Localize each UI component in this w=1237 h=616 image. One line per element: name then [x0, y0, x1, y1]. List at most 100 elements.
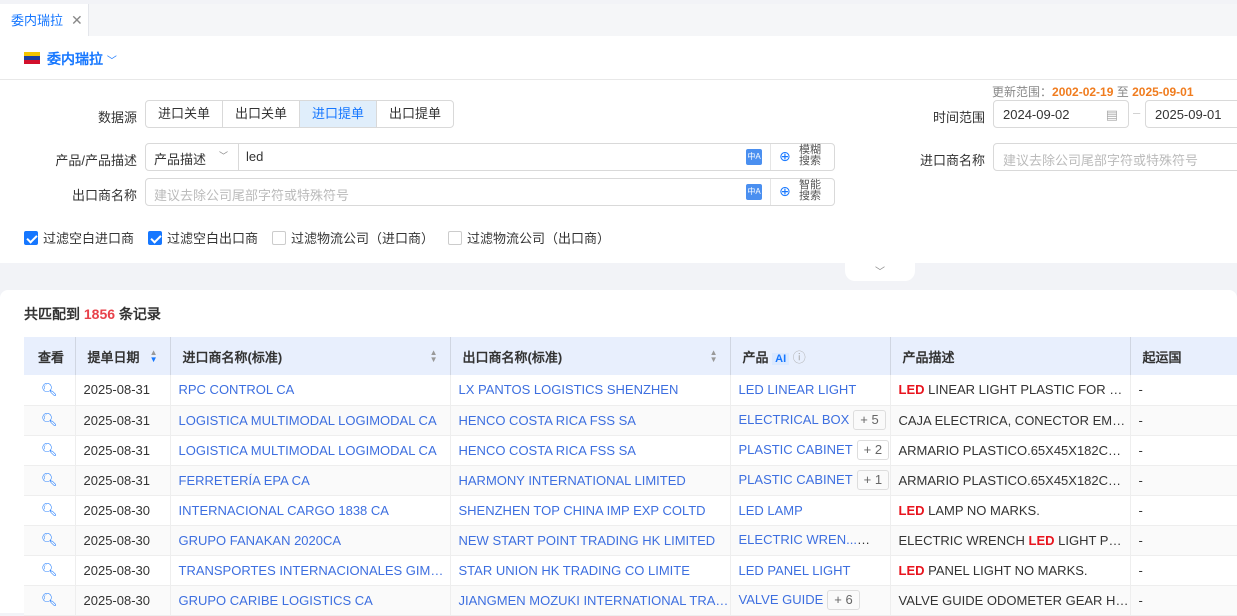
filter-checkbox[interactable]: 过滤空白进口商: [24, 228, 134, 247]
product-input[interactable]: led: [246, 149, 264, 164]
table-row: 🔍︎ 2025-08-30 GRUPO CARIBE LOGISTICS CA …: [24, 585, 1237, 616]
country-selector[interactable]: 委内瑞拉 ﹀: [47, 49, 117, 69]
product-description: LED PANEL LIGHT NO MARKS.: [890, 555, 1131, 586]
product-cell: LED LINEAR LIGHT: [730, 375, 891, 406]
exporter-link[interactable]: SHENZHEN TOP CHINA IMP EXP COLTD: [450, 495, 731, 526]
filter-checkbox[interactable]: 过滤空白出口商: [148, 228, 258, 247]
ai-badge: AI: [772, 352, 790, 365]
column-header[interactable]: 出口商名称(标准) ▲ ▼: [450, 337, 731, 375]
datasource-option[interactable]: 出口提单: [389, 106, 442, 121]
bill-date: 2025-08-30: [75, 555, 171, 586]
origin-country: -: [1130, 525, 1237, 556]
product-link[interactable]: VALVE GUIDE: [738, 592, 824, 607]
product-cell: LED LAMP: [730, 495, 891, 526]
calendar-icon: ▤: [1105, 107, 1118, 122]
product-link[interactable]: PLASTIC CABINET: [738, 472, 853, 487]
date-from-input[interactable]: 2024-09-02 ▤: [993, 100, 1129, 128]
product-cell: VALVE GUIDE + 6: [730, 585, 891, 616]
importer-link[interactable]: RPC CONTROL CA: [170, 375, 451, 406]
product-link[interactable]: LED PANEL LIGHT: [738, 562, 851, 578]
product-cell: PLASTIC CABINET + 2: [730, 435, 891, 466]
view-icon[interactable]: 🔍︎: [24, 525, 76, 556]
update-range: 更新范围：2002-02-19 至 2025-09-01: [992, 85, 1194, 99]
datasource-label: 数据源: [97, 110, 137, 125]
exporter-input[interactable]: 建议去除公司尾部字符或特殊符号: [154, 188, 350, 203]
importer-input[interactable]: 建议去除公司尾部字符或特殊符号: [993, 143, 1237, 171]
importer-link[interactable]: LOGISTICA MULTIMODAL LOGIMODAL CA: [170, 435, 451, 466]
product-link[interactable]: ELECTRIC WREN...: [738, 532, 857, 547]
time-range-label: 时间范围: [932, 110, 985, 125]
chevron-down-icon: ﹀: [875, 267, 885, 278]
translate-icon[interactable]: 中A: [746, 149, 762, 165]
importer-link[interactable]: GRUPO FANAKAN 2020CA: [170, 525, 451, 556]
fuzzy-search-button[interactable]: ⊕ 模糊 搜索: [770, 144, 836, 170]
smart-search-button[interactable]: ⊕ 智能 搜索: [770, 179, 836, 205]
exporter-link[interactable]: LX PANTOS LOGISTICS SHENZHEN: [450, 375, 731, 406]
filter-checkbox[interactable]: 过滤物流公司（出口商）: [448, 228, 610, 247]
exporter-search-group: 建议去除公司尾部字符或特殊符号 中A ⊕ 智能 搜索: [145, 178, 835, 206]
exporter-link[interactable]: JIANGMEN MOZUKI INTERNATIONAL TRADE: [450, 585, 731, 616]
column-header[interactable]: 提单日期 ▲ ▼: [75, 337, 171, 375]
product-link[interactable]: ELECTRICAL BOX: [738, 412, 850, 427]
bill-date: 2025-08-31: [75, 375, 171, 406]
product-cell: PLASTIC CABINET + 1: [730, 465, 891, 496]
view-icon[interactable]: 🔍︎: [24, 585, 76, 616]
date-to-input[interactable]: 2025-09-01: [1145, 100, 1237, 128]
product-link[interactable]: PLASTIC CABINET: [738, 442, 853, 457]
column-header[interactable]: 进口商名称(标准) ▲ ▼: [170, 337, 451, 375]
product-type-select[interactable]: 产品描述 ﹀: [146, 144, 239, 170]
datasource-option[interactable]: 进口关单: [146, 101, 224, 127]
collapse-toggle[interactable]: ﹀: [845, 263, 915, 281]
translate-icon[interactable]: 中A: [746, 184, 762, 200]
importer-link[interactable]: GRUPO CARIBE LOGISTICS CA: [170, 585, 451, 616]
product-cell: ELECTRICAL BOX + 5: [730, 405, 891, 436]
product-description: VALVE GUIDE ODOMETER GEAR HA...: [890, 585, 1131, 616]
importer-link[interactable]: INTERNACIONAL CARGO 1838 CA: [170, 495, 451, 526]
search-icon: ⊕: [779, 148, 791, 164]
exporter-link[interactable]: STAR UNION HK TRADING CO LIMITE: [450, 555, 731, 586]
checkbox-icon[interactable]: [448, 230, 463, 245]
checkbox-icon[interactable]: [148, 230, 163, 245]
view-icon[interactable]: 🔍︎: [24, 495, 76, 526]
checkbox-icon[interactable]: [24, 230, 38, 245]
importer-link[interactable]: LOGISTICA MULTIMODAL LOGIMODAL CA: [170, 405, 451, 436]
view-icon[interactable]: 🔍︎: [24, 465, 76, 496]
search-icon: ⊕: [779, 183, 791, 199]
filter-checkboxes: 过滤空白进口商 过滤空白出口商 过滤物流公司（进口商） 过滤物流公司（出口商）: [24, 228, 624, 248]
view-icon[interactable]: 🔍︎: [24, 375, 76, 406]
exporter-link[interactable]: HENCO COSTA RICA FSS SA: [450, 405, 731, 436]
view-icon[interactable]: 🔍︎: [24, 555, 76, 586]
exporter-link[interactable]: HARMONY INTERNATIONAL LIMITED: [450, 465, 731, 496]
chevron-down-icon: ﹀: [218, 151, 228, 161]
exporter-link[interactable]: HENCO COSTA RICA FSS SA: [450, 435, 731, 466]
sort-icon[interactable]: ▲ ▼: [709, 348, 718, 364]
product-link[interactable]: LED LAMP: [738, 502, 803, 518]
importer-link[interactable]: TRANSPORTES INTERNACIONALES GIMAX D: [170, 555, 451, 586]
tab-bar: [0, 4, 1237, 36]
view-icon[interactable]: 🔍︎: [24, 435, 76, 466]
origin-country: -: [1130, 495, 1237, 526]
importer-link[interactable]: FERRETERÍA EPA CA: [170, 465, 451, 496]
close-icon[interactable]: ✕: [71, 12, 83, 28]
sort-icon[interactable]: ▲ ▼: [149, 348, 158, 364]
product-cell: LED PANEL LIGHT: [730, 555, 891, 586]
checkbox-icon[interactable]: [272, 230, 287, 245]
bill-date: 2025-08-31: [75, 465, 171, 496]
more-products-badge[interactable]: + 2: [856, 440, 889, 460]
table-row: 🔍︎ 2025-08-30 TRANSPORTES INTERNACIONALE…: [24, 555, 1237, 586]
datasource-option[interactable]: 出口关单: [223, 101, 301, 127]
datasource-option[interactable]: 进口提单: [300, 101, 378, 127]
more-products-badge[interactable]: + 5: [853, 410, 886, 430]
filter-checkbox[interactable]: 过滤物流公司（进口商）: [272, 228, 434, 247]
exporter-link[interactable]: NEW START POINT TRADING HK LIMITED: [450, 525, 731, 556]
origin-country: -: [1130, 585, 1237, 616]
tab-venezuela[interactable]: 委内瑞拉 ✕: [0, 4, 89, 36]
more-products-badge[interactable]: + 1: [856, 470, 889, 490]
more-products-badge[interactable]: + 6: [827, 590, 860, 610]
table-row: 🔍︎ 2025-08-31 RPC CONTROL CA LX PANTOS L…: [24, 375, 1237, 406]
view-icon[interactable]: 🔍︎: [24, 405, 76, 436]
product-description: CAJA ELECTRICA, CONECTOR EMT,A...: [890, 405, 1131, 436]
sort-icon[interactable]: ▲ ▼: [429, 348, 438, 364]
table-row: 🔍︎ 2025-08-31 LOGISTICA MULTIMODAL LOGIM…: [24, 405, 1237, 436]
product-link[interactable]: LED LINEAR LIGHT: [738, 382, 857, 398]
